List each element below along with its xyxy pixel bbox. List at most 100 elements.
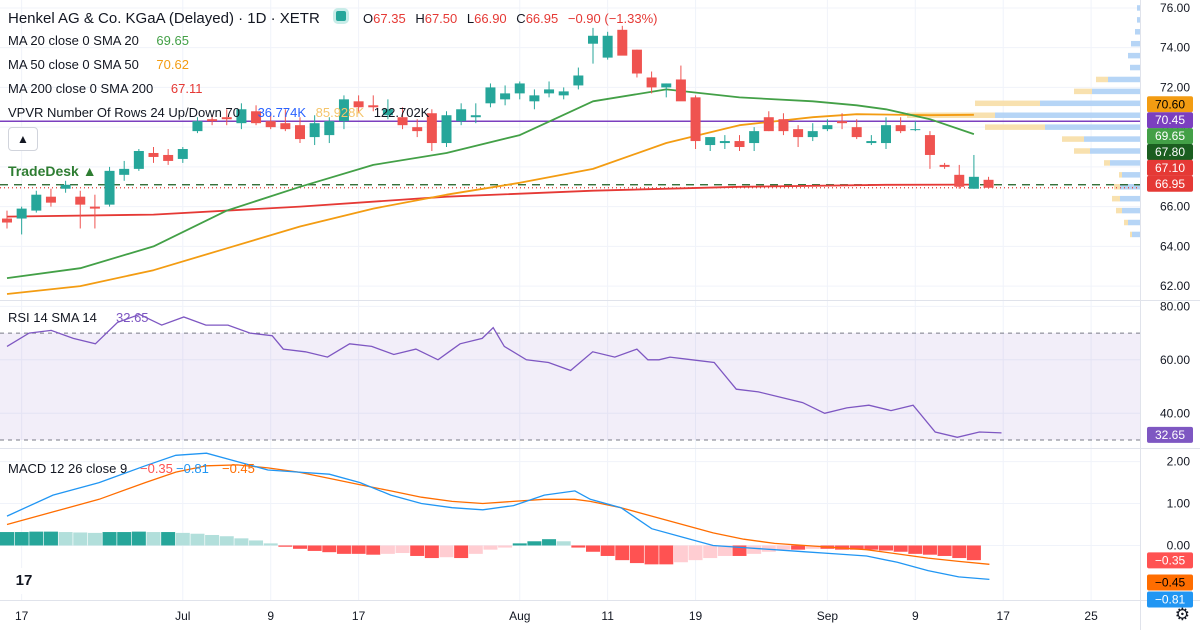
- candle-body: [690, 97, 701, 142]
- time-tick-label: Jul: [175, 609, 190, 623]
- macd-histogram-bar: [336, 545, 351, 554]
- candle-body: [16, 208, 27, 219]
- ma200-legend[interactable]: MA 200 close 0 SMA 200 67.11: [8, 81, 208, 96]
- price-axis-label-bg: [1147, 159, 1193, 176]
- candle-body: [573, 75, 584, 86]
- rsi-value: 32.65: [116, 310, 149, 325]
- macd-histogram-bar: [512, 543, 527, 546]
- macd-histogram-bar: [131, 531, 146, 546]
- price-axis-label: 70.45: [1155, 113, 1185, 127]
- macd-histogram-bar: [0, 532, 14, 546]
- vpvr-label: VPVR Number Of Rows 24 Up/Down 70: [8, 105, 240, 120]
- candle-body: [324, 121, 335, 136]
- macd-histogram-bar: [190, 533, 205, 546]
- gear-icon[interactable]: ⚙: [1174, 605, 1190, 624]
- price-axis-label-bg: [1147, 143, 1193, 160]
- price-axis-label-bg: [1147, 175, 1193, 192]
- macd-histogram-bar: [673, 545, 688, 563]
- collapse-legend-button[interactable]: ▲: [8, 127, 38, 151]
- volume-profile-up-bar: [1137, 17, 1140, 23]
- macd-histogram-bar: [293, 545, 307, 549]
- volume-profile-up-bar: [1135, 29, 1140, 35]
- volume-profile-up-bar: [1122, 172, 1140, 178]
- macd-line: [6, 452, 990, 581]
- candle-body: [778, 119, 789, 132]
- volume-profile-up-bar: [1120, 195, 1140, 202]
- volume-profile-down-bar: [1104, 160, 1110, 166]
- volume-profile-down-bar: [1062, 136, 1084, 142]
- ma50-value: 70.62: [156, 57, 189, 72]
- symbol-title[interactable]: Henkel AG & Co. KGaA (Delayed) · 1D · XE…: [8, 10, 320, 27]
- candle-body: [236, 109, 247, 124]
- macd-axis-label-bg: [1147, 591, 1193, 608]
- candle-body: [221, 117, 232, 120]
- price-axis-label: 69.65: [1155, 129, 1185, 143]
- candle-body: [470, 115, 481, 118]
- macd-tick-label: 0.00: [1167, 538, 1191, 552]
- macd-histogram-bar: [14, 532, 29, 546]
- macd-histogram-bar: [380, 545, 395, 554]
- price-axis-label: 67.10: [1155, 161, 1185, 175]
- vpvr-legend[interactable]: VPVR Number Of Rows 24 Up/Down 70 36.774…: [8, 105, 435, 120]
- macd-histogram-bar: [600, 545, 615, 556]
- macd-histogram-bar: [58, 532, 73, 546]
- price-axis-label: 66.95: [1155, 177, 1185, 191]
- macd-histogram-bar: [161, 532, 176, 546]
- volume-profile-down-bar: [1114, 184, 1120, 190]
- candle-body: [500, 93, 511, 100]
- ma50-legend[interactable]: MA 50 close 0 SMA 50 70.62: [8, 57, 195, 72]
- macd-histogram-bar: [966, 545, 981, 561]
- macd-histogram-bar: [937, 545, 952, 556]
- macd-histogram-bar: [102, 532, 117, 546]
- candle-body: [397, 117, 408, 126]
- macd-histogram-bar: [175, 532, 190, 546]
- ma20-label: MA 20 close 0 SMA 20: [8, 33, 139, 48]
- macd-axis-label-bg: [1147, 574, 1193, 591]
- volume-profile-up-bar: [1131, 40, 1140, 47]
- candles: [2, 25, 994, 235]
- macd-histogram-bar: [922, 545, 937, 555]
- rsi-band: [0, 333, 1140, 440]
- macd-histogram-bar: [29, 531, 44, 546]
- macd-histogram-bar: [278, 545, 293, 547]
- candle-body: [924, 135, 935, 155]
- ma50-label: MA 50 close 0 SMA 50: [8, 57, 139, 72]
- candle-body: [338, 99, 349, 122]
- moving-averages: [0, 88, 1140, 295]
- volume-profile-up-bar: [995, 112, 1140, 118]
- macd-histogram-bar: [908, 545, 923, 554]
- ohlc-low: L66.90: [466, 11, 507, 26]
- volume-profile-down-bar: [1074, 148, 1090, 154]
- macd-histogram-bar: [87, 532, 102, 546]
- candle-body: [177, 149, 188, 159]
- price-axis-label-bg: [1147, 112, 1193, 129]
- macd-histogram-bar: [732, 545, 747, 556]
- ma200-value: 67.11: [170, 81, 203, 96]
- macd-histogram-bar: [73, 532, 88, 546]
- volume-profile-up-bar: [1092, 88, 1140, 95]
- macd-histogram-bar: [307, 545, 322, 551]
- vpvr-up-value: 36.774K: [257, 105, 306, 120]
- candle-body: [148, 152, 159, 157]
- macd-histogram-bar: [703, 545, 718, 559]
- ma20-legend[interactable]: MA 20 close 0 SMA 20 69.65: [8, 33, 195, 48]
- price-axis-label-bg: [1147, 128, 1193, 145]
- macd-histogram-bar: [146, 532, 161, 546]
- price-tick-label: 62.00: [1160, 279, 1190, 293]
- macd-histogram-bar: [879, 545, 893, 551]
- candle-body: [866, 141, 877, 144]
- macd-legend-value: −0.45: [222, 461, 255, 476]
- macd-histogram-bar: [439, 545, 454, 558]
- tradingview-logo[interactable]: 17: [10, 568, 38, 594]
- candle-body: [602, 35, 613, 58]
- rsi-tick-label: 40.00: [1160, 406, 1190, 420]
- macd-histogram-bar: [864, 545, 879, 550]
- macd-histogram-bar: [424, 545, 439, 559]
- macd-histogram-bar: [586, 545, 600, 552]
- candle-body: [426, 113, 437, 144]
- vpvr-total-value: 122.702K: [373, 105, 430, 120]
- candle-body: [2, 218, 12, 223]
- time-tick-label: 17: [997, 609, 1011, 623]
- ohlc-high: H67.50: [415, 11, 458, 26]
- candle-body: [763, 117, 774, 132]
